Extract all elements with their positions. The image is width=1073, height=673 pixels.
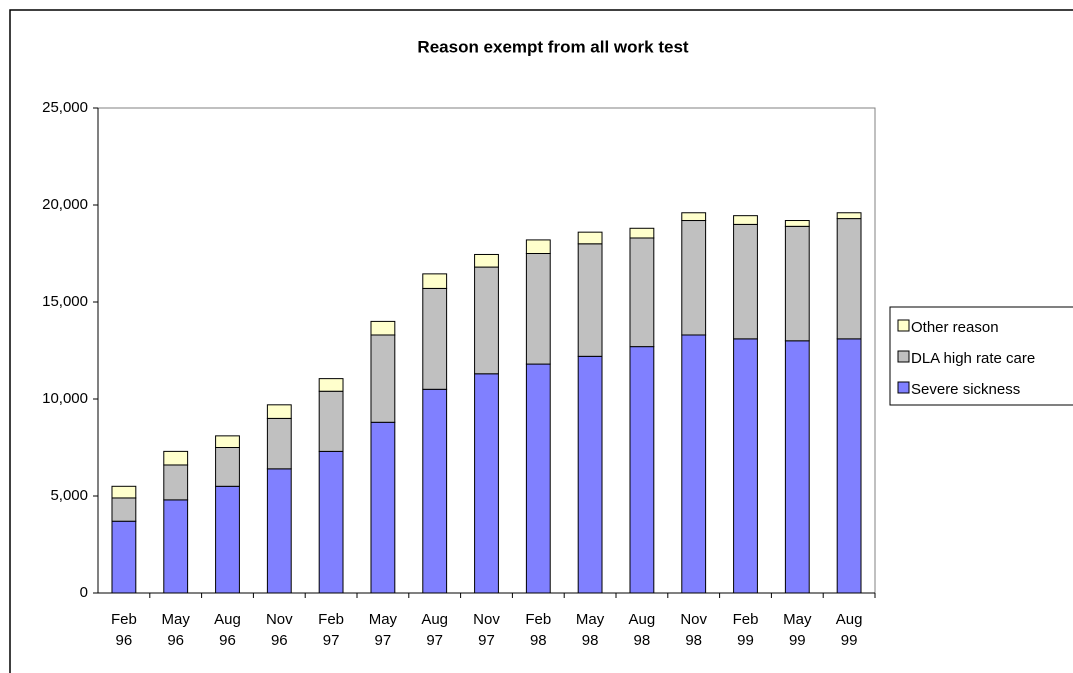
bar-segment	[266, 417, 292, 470]
bar-segment	[111, 520, 137, 594]
bar-segment	[422, 273, 448, 289]
bar-segment	[474, 266, 499, 375]
legend-label: Severe sickness	[911, 381, 1020, 398]
bar-segment	[422, 388, 448, 594]
bar-segment	[577, 231, 603, 245]
bar-segment	[215, 485, 240, 594]
bar-segment	[836, 212, 862, 220]
bar-segment	[836, 218, 862, 340]
legend	[889, 306, 1073, 406]
bar-segment	[111, 485, 137, 499]
x-tick-label: Aug 98	[628, 611, 656, 649]
bar-segment	[577, 355, 603, 594]
bar-segment	[577, 243, 603, 357]
bar-segment	[733, 215, 758, 225]
bar-segment	[474, 373, 499, 594]
bar-segment	[318, 450, 344, 594]
bar-segment	[266, 468, 292, 594]
bar-segment	[629, 227, 655, 239]
bar-segment	[681, 220, 707, 336]
x-tick-label: May 97	[368, 611, 398, 649]
bar-segment	[111, 497, 137, 522]
bar-segment	[733, 223, 758, 340]
bar-segment	[784, 340, 810, 594]
bar-segment	[733, 338, 758, 594]
x-tick-label: Nov 96	[265, 611, 293, 649]
x-tick-label: Aug 99	[835, 611, 863, 649]
bar-segment	[163, 464, 189, 501]
bar-segment	[163, 499, 189, 594]
bar-segment	[784, 225, 810, 342]
chart-title: Reason exempt from all work test	[417, 37, 688, 56]
bar-segment	[681, 212, 707, 222]
legend-label: DLA high rate care	[911, 350, 1035, 367]
bar-segment	[266, 404, 292, 419]
y-tick-label: 25,000	[42, 99, 88, 116]
bar-segment	[629, 346, 655, 594]
y-tick-label: 20,000	[42, 196, 88, 213]
legend-swatch	[897, 381, 910, 394]
bar-segment	[370, 320, 396, 336]
x-tick-label: Feb 97	[318, 611, 345, 649]
y-tick-label: 10,000	[42, 390, 88, 407]
legend-swatch	[897, 319, 910, 332]
x-tick-label: Feb 96	[110, 611, 137, 649]
bar-segment	[681, 334, 707, 594]
x-tick-label: Feb 99	[732, 611, 759, 649]
y-tick-label: 0	[80, 584, 88, 601]
x-tick-label: May 96	[161, 611, 190, 649]
legend-label: Other reason	[911, 319, 999, 336]
y-tick-label: 15,000	[42, 293, 88, 310]
bar-segment	[163, 450, 189, 466]
chart-border	[9, 9, 1073, 673]
bar-segment	[525, 239, 551, 254]
bar-segment	[422, 287, 448, 390]
y-tick-label: 5,000	[50, 487, 88, 504]
bar-segment	[525, 253, 551, 365]
x-tick-label: Aug 96	[214, 611, 241, 649]
bar-segment	[474, 253, 499, 268]
bar-segment	[525, 363, 551, 594]
bar-segment	[215, 435, 240, 448]
bar-segment	[318, 378, 344, 392]
x-tick-label: Nov 98	[680, 611, 708, 649]
bar-segment	[318, 390, 344, 452]
x-tick-label: Aug 97	[421, 611, 449, 649]
bar-segment	[370, 334, 396, 423]
bar-segment	[629, 237, 655, 348]
bar-segment	[370, 421, 396, 594]
x-tick-label: May 98	[575, 611, 605, 649]
x-tick-label: Nov 97	[473, 611, 500, 649]
bar-segment	[215, 447, 240, 487]
bar-segment	[836, 338, 862, 594]
x-tick-label: Feb 98	[525, 611, 552, 649]
legend-swatch	[897, 350, 910, 363]
bar-segment	[784, 220, 810, 227]
x-tick-label: May 99	[783, 611, 812, 649]
